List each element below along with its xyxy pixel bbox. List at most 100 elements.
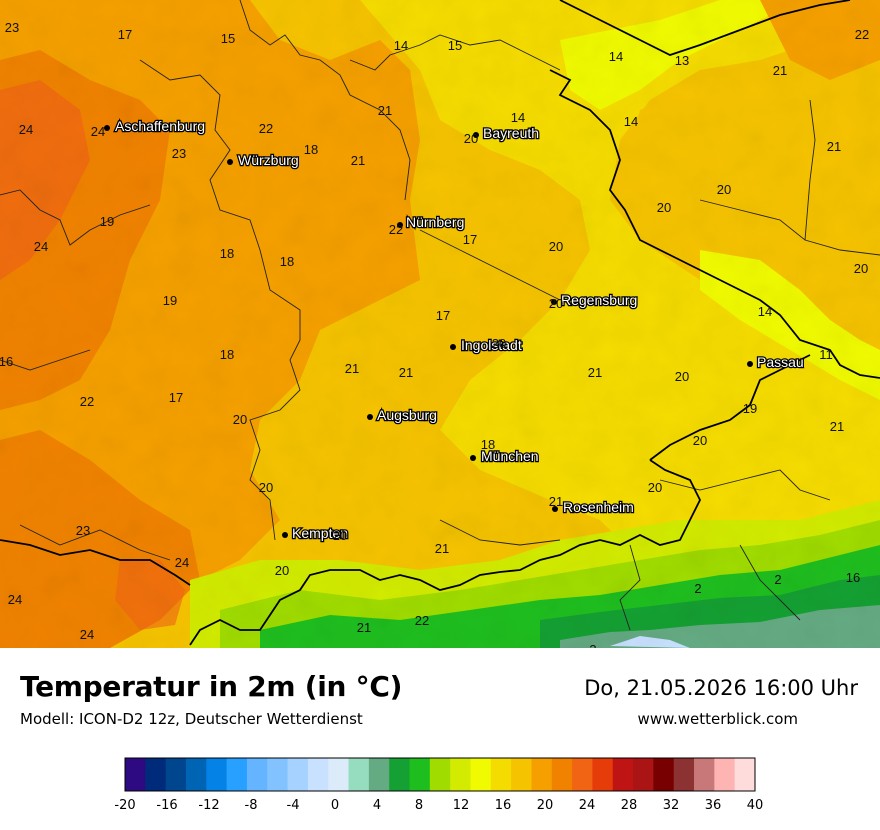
temperature-value: 18 [220,246,234,261]
city-label: Augsburg [377,407,437,423]
temperature-value: 23 [76,523,90,538]
temperature-value: 20 [492,336,506,351]
color-scale-tick-label: 4 [373,798,381,813]
city-regensburg[interactable]: Regensburg [551,291,639,309]
color-scale-swatch [511,758,532,791]
color-scale-swatch [328,758,350,791]
temperature-value: 17 [463,232,477,247]
map-title: Temperatur in 2m (in °C) [20,670,403,703]
color-scale-swatch [267,758,289,791]
color-scale-swatch [429,758,451,791]
temperature-value: 18 [481,437,495,452]
temperature-value: 20 [275,563,289,578]
temperature-value: 21 [357,620,371,635]
city-nuernberg[interactable]: Nürnberg [397,213,466,231]
color-scale-swatch [673,758,695,791]
color-scale-tick-label: -8 [245,798,258,813]
country-borders [0,0,880,646]
model-info: Modell: ICON-D2 12z, Deutscher Wetterdie… [20,710,363,728]
color-scale-swatch [551,758,573,791]
city-label: München [481,448,539,464]
temperature-value: 22 [389,222,403,237]
city-label: Kempten [292,525,348,541]
color-scale-tick-label: 8 [415,798,423,813]
city-aschaffenburg[interactable]: Aschaffenburg [104,117,206,135]
temperature-value: 23 [172,146,186,161]
city-passau[interactable]: Passau [747,353,805,371]
temperature-value: 20 [259,480,273,495]
color-scale-swatch [592,758,614,791]
temperature-value: 22 [80,394,94,409]
temperature-value: 21 [588,365,602,380]
temperature-value: 23 [5,20,19,35]
color-scale-swatch [185,758,207,791]
temperature-value: 18 [304,142,318,157]
color-scale-swatches [125,758,756,791]
color-scale-tick-label: 32 [663,798,680,813]
color-scale-swatch [653,758,675,791]
city-muenchen[interactable]: München [470,447,540,465]
city-label: Ingolstadt [461,337,522,353]
temperature-value: 14 [609,49,623,64]
temperature-value: 11 [819,347,833,362]
city-rosenheim[interactable]: Rosenheim [552,498,635,516]
city-bayreuth[interactable]: Bayreuth [473,124,540,142]
temperature-value: 14 [758,304,772,319]
temperature-value: 17 [436,308,450,323]
temperature-value: 20 [233,412,247,427]
city-dot [552,506,558,512]
city-dot [367,414,373,420]
temperature-value: 16 [846,570,860,585]
color-scale-tick-label: -12 [198,798,219,813]
color-scale-swatch [287,758,309,791]
temperature-value: 14 [511,110,525,125]
color-scale-tick-label: 20 [537,798,554,813]
temperature-value: 17 [169,390,183,405]
temperature-value: 20 [464,131,478,146]
temperature-value: 24 [91,124,105,139]
color-scale-tick-label: -4 [287,798,300,813]
temperature-value: 15 [221,31,235,46]
city-kempten[interactable]: Kempten [282,524,349,542]
temperature-value: 21 [773,63,787,78]
color-scale-swatch [612,758,634,791]
city-label: Passau [757,354,804,370]
temperature-value: 18 [280,254,294,269]
temperature-map: Aschaffenburg Würzburg Bayreuth Nürnberg… [0,0,880,648]
temp-texture [0,0,880,648]
website-link[interactable]: www.wetterblick.com [637,710,798,728]
color-scale-swatch [368,758,390,791]
temperature-value: 20 [549,239,563,254]
temperature-value: 15 [448,38,462,53]
temperature-value: 20 [675,369,689,384]
temperature-value: 20 [333,528,347,543]
temperature-value: 16 [0,354,13,369]
color-scale-tick-label: 0 [331,798,339,813]
color-scale-swatch [226,758,248,791]
city-ingolstadt[interactable]: Ingolstadt [450,336,523,354]
temperature-value: 21 [435,541,449,556]
temperature-value: 22 [855,27,869,42]
temperature-value: 18 [220,347,234,362]
color-scale-swatch [125,758,146,791]
temperature-value: 24 [175,555,189,570]
city-wuerzburg[interactable]: Würzburg [227,151,300,169]
temperature-value: 19 [743,401,757,416]
color-scale-frame [124,757,756,792]
color-scale-swatch [165,758,187,791]
temperature-value: 20 [549,296,563,311]
color-scale-swatch [531,758,553,791]
color-scale-swatch [246,758,268,791]
temperature-value: 21 [378,103,392,118]
color-scale-swatch [348,758,370,791]
city-augsburg[interactable]: Augsburg [367,406,438,424]
city-dot [470,455,476,461]
temperature-value: 21 [549,494,563,509]
temperature-value: 20 [648,480,662,495]
city-label: Regensburg [561,292,637,308]
city-dot [397,222,403,228]
city-dot [282,532,288,538]
color-scale-swatch [714,758,736,791]
color-scale-swatch [572,758,593,791]
